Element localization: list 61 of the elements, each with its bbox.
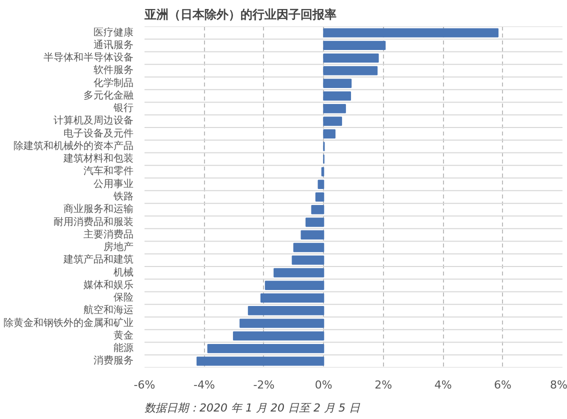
y-tick-label: 公用事业 bbox=[94, 178, 134, 190]
bar bbox=[323, 78, 352, 88]
y-tick-label: 化学制品 bbox=[94, 76, 134, 89]
bar bbox=[323, 91, 352, 101]
y-tick-label: 媒体和娱乐 bbox=[84, 278, 134, 291]
bar bbox=[240, 318, 324, 328]
y-tick-label: 除黄金和钢铁外的金属和矿业 bbox=[4, 316, 134, 329]
bar bbox=[196, 356, 324, 366]
y-tick-label: 医疗健康 bbox=[94, 26, 134, 38]
bar bbox=[311, 205, 324, 214]
y-tick-label: 铁路 bbox=[112, 190, 134, 202]
bar bbox=[323, 116, 342, 126]
x-tick-label: 0% bbox=[314, 378, 332, 392]
bar bbox=[323, 104, 346, 114]
y-tick-label: 消费服务 bbox=[94, 354, 134, 367]
bar bbox=[306, 218, 324, 227]
y-tick-label: 建筑产品和建筑 bbox=[62, 254, 134, 266]
bar bbox=[300, 230, 324, 240]
bar bbox=[264, 280, 324, 290]
x-tick-label: -4% bbox=[194, 378, 215, 392]
y-tick-label: 能源 bbox=[114, 342, 134, 354]
y-tick-label: 软件服务 bbox=[94, 64, 134, 76]
x-tick-label: -2% bbox=[253, 378, 275, 392]
y-tick-label: 房地产 bbox=[104, 241, 134, 254]
chart-title: 亚洲（日本除外）的行业因子回报率 bbox=[144, 8, 336, 22]
y-tick-label: 耐用消费品和服装 bbox=[54, 216, 134, 228]
y-tick-label: 半导体和半导体设备 bbox=[44, 52, 134, 64]
bar bbox=[323, 28, 499, 38]
bar bbox=[318, 180, 324, 189]
bar bbox=[292, 256, 324, 265]
y-tick-label: 银行 bbox=[112, 103, 134, 114]
y-tick-label: 通讯服务 bbox=[94, 38, 134, 51]
y-tick-label: 汽车和零件 bbox=[84, 165, 134, 178]
bar bbox=[260, 293, 324, 303]
y-tick-label: 计算机及周边设备 bbox=[54, 114, 134, 127]
x-tick-label: 6% bbox=[494, 378, 512, 392]
y-tick-label: 保险 bbox=[114, 292, 134, 304]
bar bbox=[248, 306, 324, 316]
x-tick-label: -6% bbox=[134, 378, 156, 392]
y-tick-label: 电子设备及元件 bbox=[64, 127, 134, 140]
y-tick-label: 黄金 bbox=[114, 329, 134, 342]
y-tick-label: 除建筑和机械外的资本产品 bbox=[14, 140, 134, 152]
x-tick-label: 4% bbox=[434, 378, 452, 392]
y-tick-label: 机械 bbox=[114, 266, 134, 278]
bar bbox=[274, 268, 324, 278]
y-tick-label: 多元化金融 bbox=[84, 89, 134, 102]
bar bbox=[293, 242, 324, 252]
bar bbox=[323, 66, 378, 76]
y-tick-label: 主要消费品 bbox=[84, 228, 134, 240]
y-tick-label: 商业服务和运输 bbox=[64, 203, 134, 216]
y-tick-label: 航空和海运 bbox=[84, 304, 134, 316]
bar bbox=[323, 40, 386, 50]
bar bbox=[323, 53, 379, 63]
x-tick-label: 8% bbox=[550, 378, 567, 392]
text: 数据日期：2020 年 1 月 20 日至 2 月 5 日 bbox=[144, 402, 361, 414]
bar bbox=[207, 344, 324, 354]
bar bbox=[232, 331, 324, 341]
bar bbox=[315, 192, 324, 202]
y-tick-label: 建筑材料和包装 bbox=[62, 152, 134, 165]
x-tick-label: 2% bbox=[374, 378, 392, 392]
bar bbox=[323, 129, 336, 138]
